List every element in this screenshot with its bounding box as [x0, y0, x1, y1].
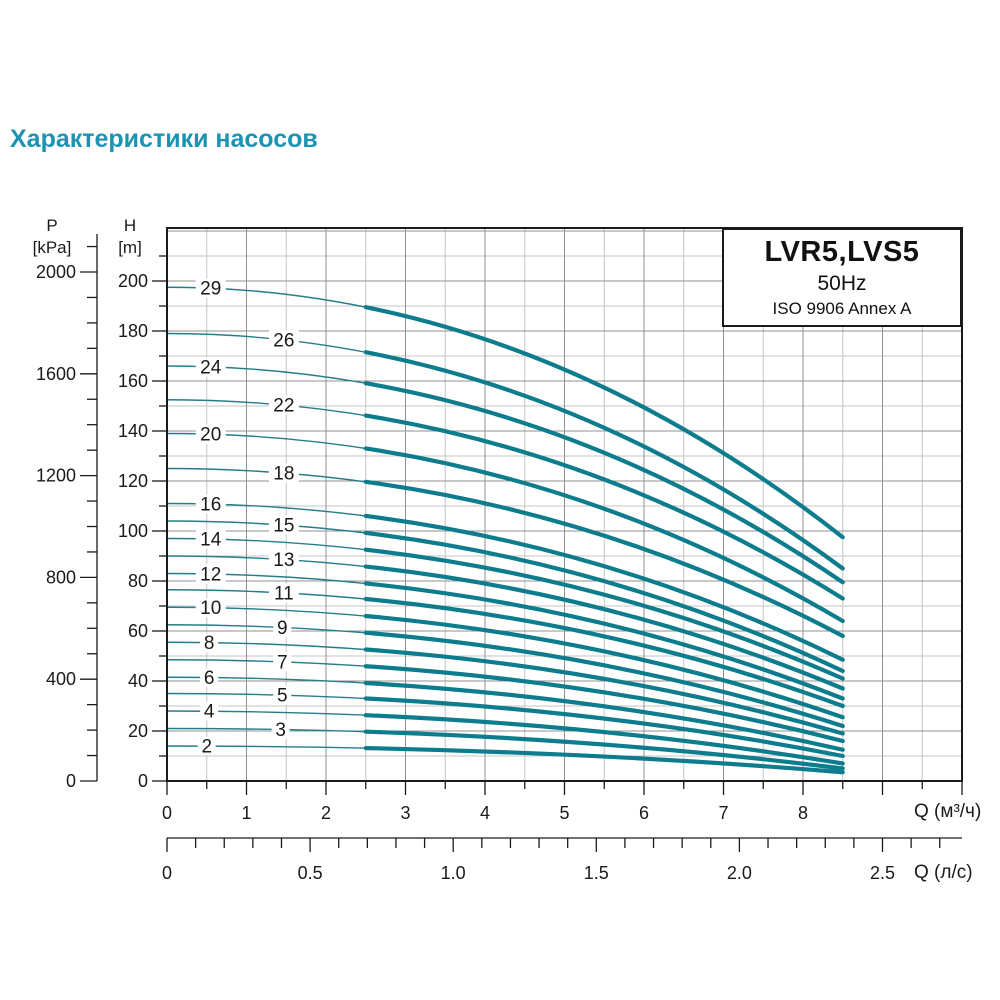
svg-text:5: 5 [559, 803, 569, 823]
svg-text:1.5: 1.5 [584, 863, 609, 883]
svg-text:140: 140 [118, 421, 148, 441]
svg-text:80: 80 [128, 571, 148, 591]
svg-text:0: 0 [162, 863, 172, 883]
svg-text:0.5: 0.5 [298, 863, 323, 883]
svg-text:2.5: 2.5 [870, 863, 895, 883]
svg-text:2000: 2000 [36, 262, 76, 282]
svg-text:20: 20 [200, 425, 221, 446]
flow-m3h-axis-name: Q (м³/ч) [914, 801, 982, 822]
svg-text:10: 10 [200, 598, 221, 619]
svg-text:0: 0 [66, 771, 76, 791]
curve-labels-layer: 29 26 24 22 20 18 16 15 14 13 12 11 10 9 8 7 6 5 4 3 2 [195, 278, 299, 758]
svg-text:7: 7 [718, 803, 728, 823]
curves-layer [166, 286, 845, 775]
svg-text:8: 8 [204, 633, 215, 654]
legend-frequency: 50Hz [817, 272, 867, 295]
svg-text:40: 40 [128, 671, 148, 691]
legend-model: LVR5,LVS5 [764, 236, 920, 268]
svg-text:180: 180 [118, 321, 148, 341]
svg-text:20: 20 [128, 721, 148, 741]
svg-text:8: 8 [798, 803, 808, 823]
svg-text:2.0: 2.0 [727, 863, 752, 883]
svg-text:2: 2 [321, 803, 331, 823]
svg-text:13: 13 [273, 550, 294, 571]
svg-text:100: 100 [118, 521, 148, 541]
svg-text:0: 0 [162, 803, 172, 823]
svg-text:9: 9 [277, 618, 288, 639]
svg-text:6: 6 [639, 803, 649, 823]
svg-text:0: 0 [138, 771, 148, 791]
flow-ls-axis: 0 0.5 1.0 1.5 2.0 2.5 [162, 837, 962, 883]
svg-text:3: 3 [400, 803, 410, 823]
svg-text:5: 5 [277, 686, 288, 707]
svg-text:4: 4 [204, 702, 215, 723]
head-axis-unit: [m] [118, 238, 142, 257]
svg-text:2: 2 [201, 737, 212, 758]
legend-box: LVR5,LVS5 50Hz ISO 9906 Annex A [722, 228, 962, 327]
svg-text:15: 15 [273, 516, 294, 537]
svg-text:4: 4 [480, 803, 490, 823]
svg-text:14: 14 [200, 530, 222, 551]
svg-text:200: 200 [118, 271, 148, 291]
svg-text:26: 26 [273, 330, 294, 351]
svg-text:120: 120 [118, 471, 148, 491]
svg-text:3: 3 [275, 720, 286, 741]
svg-text:1600: 1600 [36, 364, 76, 384]
svg-text:22: 22 [273, 396, 294, 417]
svg-text:11: 11 [274, 583, 294, 604]
svg-text:7: 7 [277, 652, 288, 673]
svg-text:24: 24 [200, 357, 222, 378]
svg-text:1200: 1200 [36, 466, 76, 486]
flow-m3h-axis: 0 1 2 3 4 5 6 7 8 [162, 781, 963, 823]
svg-text:29: 29 [200, 279, 221, 300]
page-title: Характеристики насосов [10, 124, 318, 153]
head-axis-name: H [123, 216, 137, 235]
flow-ls-axis-name: Q (л/с) [914, 862, 973, 883]
svg-text:16: 16 [200, 495, 221, 516]
svg-text:18: 18 [273, 464, 294, 485]
head-axis: 0 20 40 60 80 100 120 140 160 180 200 [118, 255, 167, 791]
svg-text:1.0: 1.0 [441, 863, 466, 883]
pressure-axis-unit: [kPa] [32, 238, 72, 257]
svg-text:800: 800 [46, 567, 76, 587]
svg-text:12: 12 [200, 564, 221, 585]
svg-text:400: 400 [46, 669, 76, 689]
legend-standard: ISO 9906 Annex A [772, 299, 912, 318]
svg-text:60: 60 [128, 621, 148, 641]
svg-text:1: 1 [241, 803, 251, 823]
pressure-axis: 0 400 800 1200 1600 2000 [36, 234, 98, 791]
pressure-axis-name: P [46, 216, 58, 235]
svg-text:6: 6 [204, 668, 215, 689]
svg-text:160: 160 [118, 371, 148, 391]
